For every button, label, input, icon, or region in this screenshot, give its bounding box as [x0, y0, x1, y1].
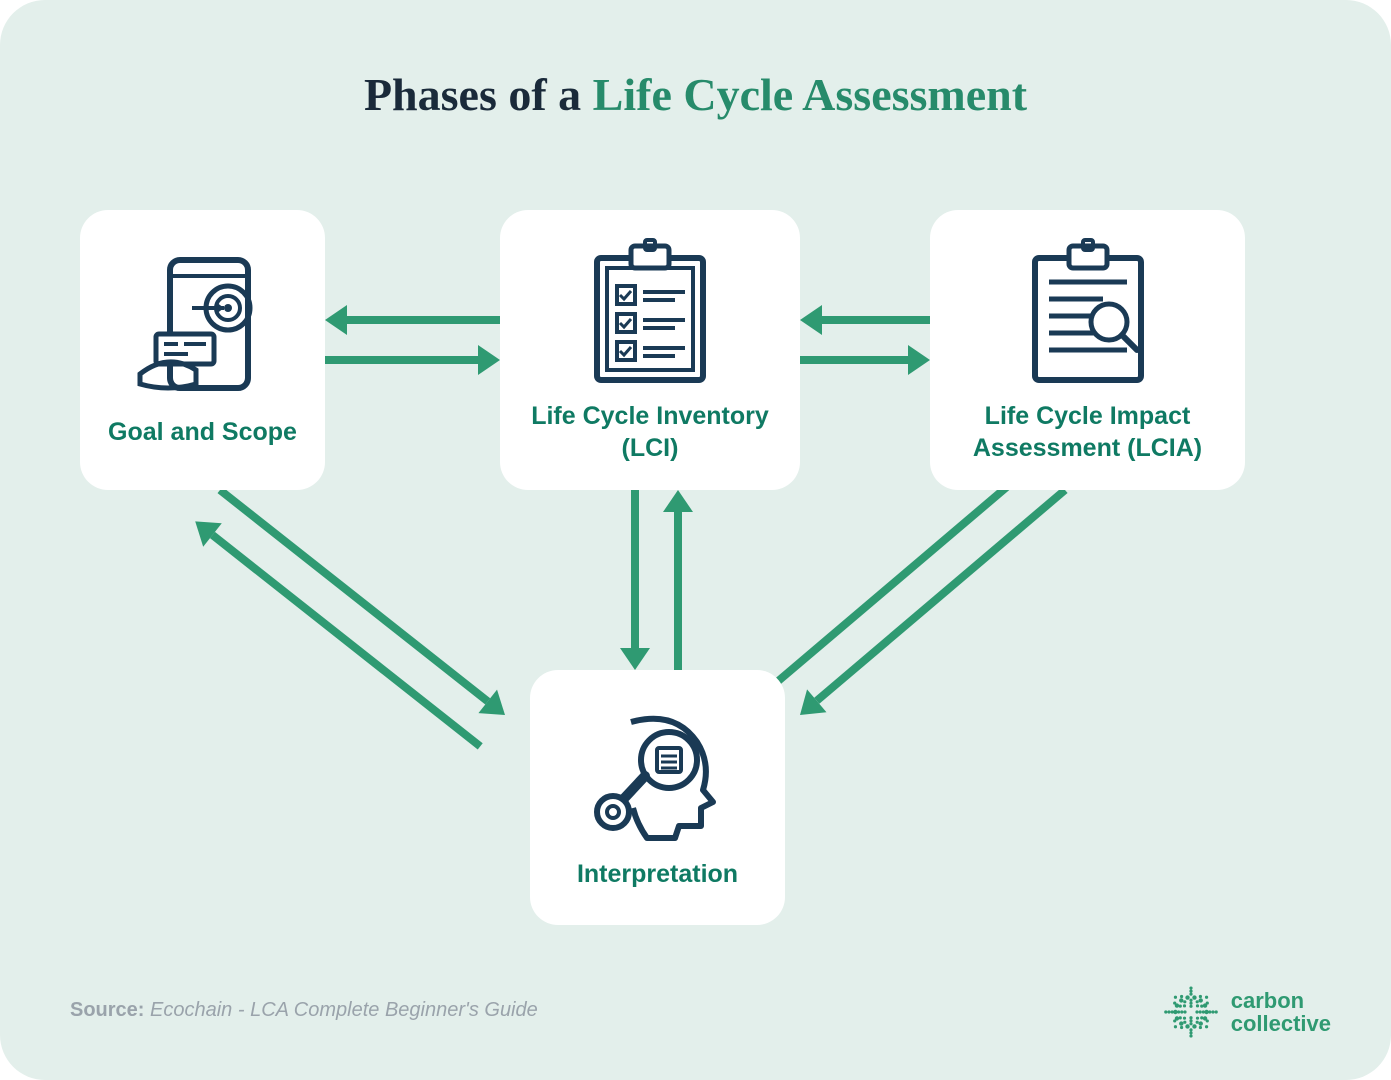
node-goal: Goal and Scope — [80, 210, 325, 490]
node-label: Life Cycle Inventory (LCI) — [518, 400, 782, 465]
title-prefix: Phases of a — [364, 69, 593, 120]
page-title: Phases of a Life Cycle Assessment — [0, 68, 1391, 121]
node-interp: Interpretation — [530, 670, 785, 925]
logo-line1: carbon — [1231, 989, 1331, 1012]
target-phone-icon — [128, 252, 278, 402]
head-gear-icon — [583, 704, 733, 844]
node-label: Life Cycle Impact Assessment (LCIA) — [948, 400, 1227, 465]
node-label: Interpretation — [577, 858, 738, 891]
node-label: Goal and Scope — [108, 416, 297, 449]
source-label: Source: — [70, 999, 144, 1021]
clipboard-search-icon — [1023, 236, 1153, 386]
diagram-canvas: Phases of a Life Cycle Assessment — [0, 0, 1391, 1080]
source-citation: Source: Ecochain - LCA Complete Beginner… — [70, 999, 538, 1022]
logo-line2: collective — [1231, 1012, 1331, 1035]
logo-text: carbon collective — [1231, 989, 1331, 1035]
clipboard-check-icon — [585, 236, 715, 386]
node-lcia: Life Cycle Impact Assessment (LCIA) — [930, 210, 1245, 490]
source-text: Ecochain - LCA Complete Beginner's Guide — [144, 999, 537, 1021]
title-accent: Life Cycle Assessment — [593, 69, 1027, 120]
node-lci: Life Cycle Inventory (LCI) — [500, 210, 800, 490]
logo-mark-icon — [1163, 984, 1219, 1040]
brand-logo: carbon collective — [1163, 984, 1331, 1040]
